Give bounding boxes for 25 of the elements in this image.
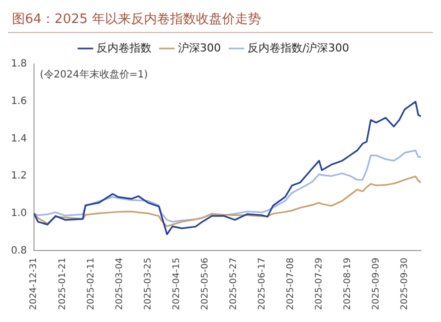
legend-label: 反内卷指数/沪深300 — [247, 41, 350, 54]
x-tick-label: 2025-05-06 — [200, 257, 210, 310]
x-tick-label: 2024-12-31 — [29, 258, 40, 310]
y-tick-label: 1.2 — [10, 170, 27, 182]
annotation: (令2024年末收盘价=1) — [40, 68, 148, 81]
x-tick-label: 2025-02-11 — [86, 258, 96, 310]
x-tick-label: 2025-01-21 — [58, 258, 68, 310]
x-tick-label: 2025-07-29 — [314, 257, 324, 310]
x-tick-label: 2025-08-19 — [343, 257, 353, 310]
x-tick-label: 2025-06-17 — [257, 258, 268, 310]
legend-label: 沪深300 — [178, 41, 221, 54]
legend-label: 反内卷指数 — [96, 41, 152, 54]
x-tick-label: 2025-09-09 — [372, 257, 382, 310]
x-tick-label: 2025-03-04 — [114, 257, 125, 310]
y-tick-label: 1.0 — [10, 208, 27, 219]
y-tick-label: 0.8 — [10, 245, 27, 256]
x-tick-label: 2025-07-08 — [286, 257, 296, 310]
y-tick-label: 1.6 — [10, 96, 27, 107]
chart-title: 图64：2025 年以来反内卷指数收盘价走势 — [8, 8, 433, 33]
x-tick-label: 2025-04-15 — [172, 258, 182, 310]
x-tick-label: 2025-05-27 — [228, 258, 239, 310]
x-tick-label: 2025-03-25 — [143, 258, 154, 310]
x-tick-label: 2025-09-30 — [400, 257, 410, 310]
y-tick-label: 1.8 — [10, 58, 27, 70]
y-tick-label: 1.4 — [10, 133, 27, 144]
